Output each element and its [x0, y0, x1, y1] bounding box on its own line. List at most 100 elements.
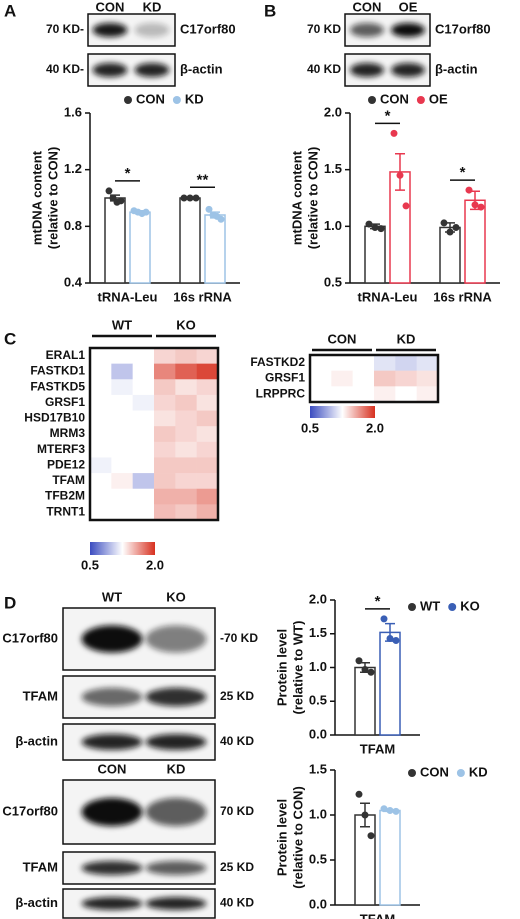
- row-label: TFB2M: [45, 489, 85, 503]
- legend-marker: [408, 603, 416, 611]
- lane-label: CON: [96, 0, 125, 14]
- bar: [464, 199, 486, 284]
- data-point: [371, 223, 379, 231]
- bar: [364, 225, 386, 284]
- legend-label: CON: [136, 91, 165, 106]
- data-point: [402, 202, 410, 210]
- bar: [129, 211, 151, 284]
- heatmap-cell: [154, 394, 176, 411]
- heatmap-cell: [111, 488, 133, 505]
- heatmap-cell: [90, 504, 112, 521]
- colorbar: [310, 406, 375, 418]
- heatmap-cell: [175, 394, 197, 411]
- heatmap-cell: [90, 410, 112, 427]
- blot-band: [92, 22, 128, 38]
- y-axis-label: Protein level: [274, 799, 289, 876]
- legend-label: KO: [460, 598, 480, 613]
- significance-label: *: [385, 107, 391, 124]
- data-point: [217, 215, 225, 223]
- data-point: [355, 657, 363, 665]
- heatmap-cell: [132, 473, 155, 490]
- heatmap-cell: [416, 386, 439, 403]
- heatmap-cell: [196, 394, 219, 411]
- data-point: [117, 197, 125, 205]
- protein-label: TFAM: [23, 688, 58, 703]
- column-group-label: CON: [328, 331, 357, 346]
- blot-band: [81, 797, 143, 827]
- heatmap-cell: [154, 348, 176, 364]
- blot-band: [81, 734, 143, 750]
- heatmap-cell: [132, 504, 155, 521]
- colorbar-tick-label: 2.0: [366, 420, 384, 435]
- size-marker: 40 KD: [220, 734, 254, 748]
- lane-label: KD: [143, 0, 162, 14]
- bar: [104, 197, 126, 284]
- heatmap-cell: [132, 348, 155, 364]
- blot-band: [145, 734, 207, 750]
- protein-label: C17orf80: [2, 630, 58, 645]
- lane-label: OE: [399, 0, 418, 14]
- size-marker: 70 KD: [220, 804, 254, 818]
- panel-label: D: [4, 593, 16, 612]
- data-point: [105, 187, 113, 195]
- y-axis-label: (relative to CON): [45, 147, 60, 250]
- heatmap-cell: [90, 394, 112, 411]
- data-point: [386, 634, 394, 642]
- heatmap-cell: [90, 473, 112, 490]
- protein-label: C17orf80: [180, 21, 236, 36]
- blot-band: [145, 897, 207, 910]
- y-tick-label: 0.5: [309, 851, 327, 866]
- blot-band: [134, 62, 170, 78]
- blot-band: [145, 797, 207, 827]
- heatmap-cell: [374, 355, 396, 371]
- heatmap-cell: [154, 488, 176, 505]
- data-point: [465, 186, 473, 194]
- panel-label: C: [4, 329, 16, 348]
- panel-label: A: [4, 1, 16, 20]
- row-label: PDE12: [47, 457, 85, 471]
- heatmap-cell: [175, 473, 197, 490]
- lane-label: KD: [167, 761, 186, 776]
- protein-label: β-actin: [15, 733, 58, 748]
- bar: [379, 631, 401, 736]
- y-tick-label: 2.0: [324, 104, 342, 119]
- heatmap-cell: [154, 426, 176, 443]
- heatmap-cell: [90, 426, 112, 443]
- y-tick-label: 1.2: [64, 161, 82, 176]
- blot-band: [391, 62, 425, 78]
- heatmap-cell: [111, 379, 133, 396]
- data-point: [377, 225, 385, 233]
- heatmap-cell: [416, 355, 439, 371]
- x-tick-label: tRNA-Leu: [98, 289, 158, 304]
- y-tick-label: 1.5: [309, 625, 327, 640]
- y-tick-label: 0.8: [64, 218, 82, 233]
- data-point: [380, 615, 388, 623]
- y-axis-label: Protein level: [274, 629, 289, 706]
- row-label: LRPPRC: [256, 386, 306, 400]
- lane-label: WT: [102, 589, 122, 604]
- heatmap-cell: [154, 379, 176, 396]
- heatmap-cell: [196, 457, 219, 474]
- blot-band: [81, 687, 143, 707]
- heatmap-cell: [132, 410, 155, 427]
- row-label: FASTKD5: [30, 379, 85, 393]
- heatmap-cell: [310, 370, 332, 387]
- heatmap-cell: [374, 386, 396, 403]
- blot-band: [145, 687, 207, 707]
- data-point: [365, 220, 373, 228]
- heatmap-cell: [154, 363, 176, 380]
- y-axis-label: mtDNA content: [289, 150, 304, 245]
- data-point: [180, 194, 188, 202]
- colorbar-tick-label: 0.5: [301, 420, 319, 435]
- row-label: MTERF3: [37, 442, 85, 456]
- significance-label: *: [460, 164, 466, 181]
- row-label: GRSF1: [45, 395, 85, 409]
- data-point: [471, 201, 479, 209]
- blot-band: [134, 22, 170, 38]
- column-group-label: WT: [112, 317, 132, 332]
- data-point: [446, 228, 454, 236]
- data-point: [392, 637, 400, 644]
- protein-label: C17orf80: [435, 21, 491, 36]
- protein-label: TFAM: [23, 859, 58, 874]
